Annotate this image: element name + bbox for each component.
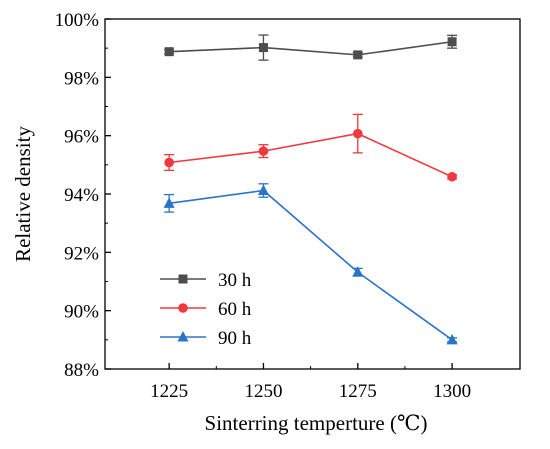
legend-label: 90 h [218,328,252,349]
y-tick-label: 88% [64,360,99,381]
x-tick-label: 1250 [244,381,282,402]
data-point [446,333,458,345]
data-point [257,184,269,195]
data-point [163,197,175,208]
legend-item: 30 h [160,270,252,291]
x-tick-label: 1275 [339,381,377,402]
x-tick-label: 1300 [433,381,471,402]
legend-marker [178,274,188,284]
legend-marker [178,303,188,313]
legend: 30 h 60 h 90 h [160,270,252,349]
series-line [169,132,453,178]
y-tick-label: 96% [64,127,99,148]
x-axis-title: Sinterring temperture (℃) [205,411,428,435]
legend-marker [177,331,189,342]
data-point [164,47,174,57]
y-tick-label: 92% [64,243,99,264]
data-point [352,128,363,139]
data-point [447,37,457,47]
y-tick-label: 98% [64,68,99,89]
y-tick-label: 100% [55,10,100,31]
series-2 [163,183,458,345]
series-1 [164,113,458,182]
legend-item: 60 h [160,299,252,320]
x-tick-label: 1225 [150,381,188,402]
data-point [258,43,268,53]
data-point [164,157,174,168]
y-axis-title: Relative density [11,126,35,262]
data-point [447,171,457,182]
y-tick-label: 90% [64,302,99,323]
series-line [169,189,453,341]
data-point [352,266,364,277]
legend-label: 30 h [218,270,252,291]
data-point [353,50,363,60]
legend-item: 90 h [160,328,252,349]
series-0 [164,34,458,61]
legend-label: 60 h [218,299,252,320]
y-tick-label: 94% [64,185,99,206]
series-line [169,40,453,56]
data-point [258,146,269,156]
